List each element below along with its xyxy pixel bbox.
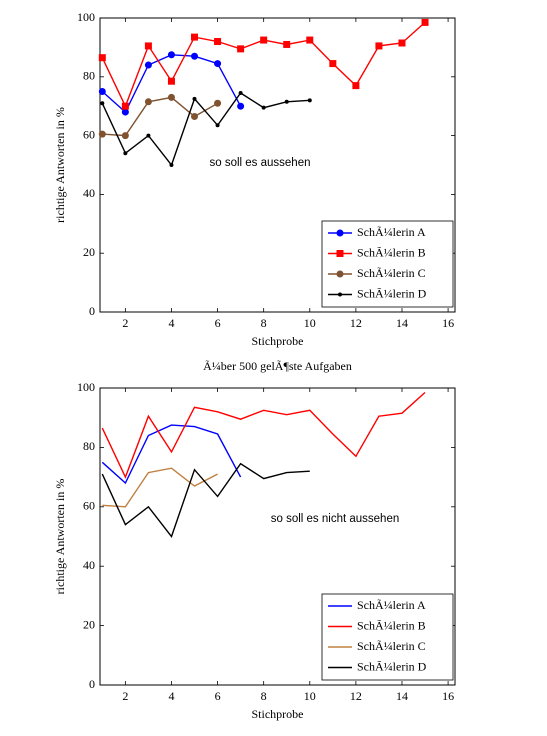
x-tick-label: 6 [215,316,221,330]
marker [121,102,129,110]
legend-box [321,593,454,681]
legend-label: SchÃ¼lerin D [357,286,427,300]
marker [329,60,337,68]
marker [191,33,199,41]
marker [307,98,312,103]
marker [336,270,344,278]
x-tick-label: 16 [442,689,454,703]
x-tick-label: 8 [261,316,267,330]
marker [144,61,152,69]
y-tick-label: 40 [83,558,95,572]
y-tick-label: 100 [77,10,95,24]
x-tick-label: 4 [168,689,174,703]
chart-title: Ã¼ber 500 gelÃ¶ste Aufgaben [203,359,352,373]
marker [98,54,106,62]
series-line [102,467,218,508]
marker [167,51,175,59]
series-line [101,92,310,167]
legend-label: SchÃ¼lerin A [357,598,426,612]
marker [144,98,152,106]
legend-label: SchÃ¼lerin D [357,659,427,673]
marker [192,96,197,101]
marker [352,82,360,90]
marker [237,102,245,110]
marker [306,36,314,44]
x-tick-label: 14 [396,689,408,703]
marker [191,52,199,60]
marker [238,90,243,95]
x-axis-label: Stichprobe [252,707,304,721]
legend-label: SchÃ¼lerin B [357,245,426,259]
series-line [102,96,218,137]
marker [375,42,383,50]
marker [123,151,128,156]
marker [167,93,175,101]
marker [237,45,245,53]
marker [169,163,174,167]
legend-label: SchÃ¼lerin C [357,639,426,653]
annotation: so soll es aussehen [209,157,310,169]
marker [98,88,106,95]
x-tick-label: 2 [122,689,128,703]
marker [214,60,222,68]
plot-frame [99,387,456,686]
y-tick-label: 80 [83,439,95,453]
x-tick-label: 8 [261,689,267,703]
marker [336,229,344,237]
y-axis-label: richtige Antworten in % [53,479,67,595]
marker [191,112,199,120]
y-tick-label: 80 [83,69,95,83]
marker [283,40,291,48]
annotation: so soll es nicht aussehen [271,513,400,525]
marker [214,99,222,107]
legend-label: SchÃ¼lerin A [357,225,426,239]
y-tick-label: 20 [83,245,95,259]
x-tick-label: 2 [122,316,128,330]
y-tick-label: 0 [89,304,95,318]
x-axis-label: Stichprobe [252,334,304,348]
marker [121,108,129,116]
y-tick-label: 20 [83,617,95,631]
x-tick-label: 10 [304,689,316,703]
x-tick-label: 10 [304,316,316,330]
y-tick-label: 60 [83,499,95,513]
y-axis-label: richtige Antworten in % [53,107,67,223]
y-tick-label: 100 [77,380,95,394]
x-tick-label: 4 [168,316,174,330]
marker [421,18,429,26]
marker [338,292,342,297]
plot-frame [99,17,456,313]
marker [214,38,222,46]
marker [261,105,266,110]
x-tick-label: 6 [215,689,221,703]
legend-label: SchÃ¼lerin B [357,618,426,632]
marker [284,99,289,104]
marker [167,77,175,85]
legend-box [321,220,454,308]
marker [146,133,151,138]
marker [215,123,220,128]
x-tick-label: 12 [350,689,362,703]
marker [398,39,406,47]
marker [100,101,105,106]
series-line [101,391,426,479]
x-tick-label: 12 [350,316,362,330]
x-tick-label: 16 [442,316,454,330]
series-line [101,462,310,538]
marker [336,250,344,257]
marker [98,130,106,138]
y-tick-label: 0 [89,677,95,691]
x-tick-label: 14 [396,316,408,330]
y-tick-label: 60 [83,127,95,141]
series-line [101,424,242,485]
marker [260,36,268,44]
legend-label: SchÃ¼lerin C [357,266,426,280]
marker [121,132,129,140]
y-tick-label: 40 [83,186,95,200]
marker [144,42,152,50]
